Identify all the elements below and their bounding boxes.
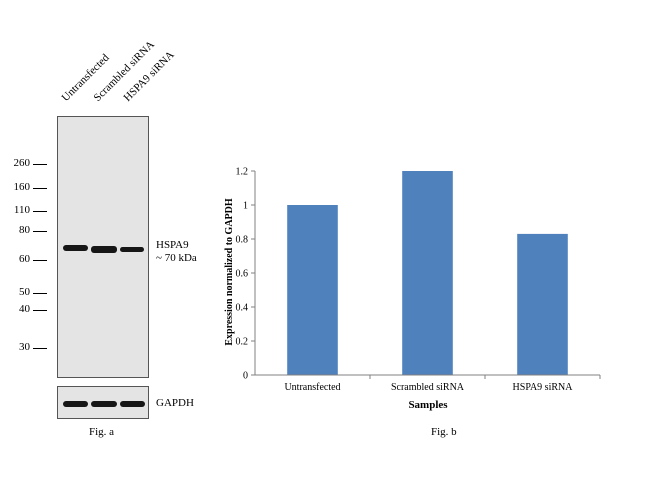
mw-tick-40 [33,310,47,311]
hspa9-band-scrambled-sirna [91,246,117,253]
mw-tick-110 [33,211,47,212]
mw-marker-60: 60 [19,253,30,265]
y-tick-label: 0.6 [236,269,249,280]
gapdh-label: GAPDH [156,397,194,409]
x-tick-label: Scrambled siRNA [391,382,465,393]
band-label-70kda: ~ 70 kDa [156,252,197,264]
mw-marker-40: 40 [19,303,30,315]
gapdh-band-untransfected [63,401,88,407]
mw-marker-110: 110 [13,204,30,216]
y-tick-label: 1 [243,201,248,212]
bar-2 [517,233,568,375]
band-label-hspa9: HSPA9 [156,239,189,251]
y-tick-label: 0 [243,371,248,382]
gapdh-band-scrambled-sirna [91,401,117,407]
hspa9-band-hspa9-sirna [120,247,144,252]
fig-b-caption: Fig. b [431,426,457,438]
gapdh-band-hspa9-sirna [120,401,145,407]
mw-tick-30 [33,348,47,349]
y-tick-label: 0.8 [236,235,249,246]
y-tick-label: 0.2 [236,337,249,348]
mw-marker-50: 50 [19,286,30,298]
x-tick-label: HSPA9 siRNA [513,382,574,393]
mw-tick-50 [33,293,47,294]
y-tick-label: 1.2 [236,167,249,178]
mw-tick-80 [33,231,47,232]
mw-marker-160: 160 [13,181,31,193]
fig-a-caption: Fig. a [89,426,115,438]
mw-marker-30: 30 [19,341,30,353]
mw-marker-260: 260 [13,157,31,169]
gapdh-blot [57,386,149,419]
mw-tick-260 [33,164,47,165]
y-tick-label: 0.4 [236,303,249,314]
bar-0 [287,205,338,375]
y-axis-label: Expression normalized to GAPDH [224,198,235,346]
hspa9-blot [57,116,149,378]
mw-marker-80: 80 [19,224,30,236]
hspa9-band-untransfected [63,245,88,251]
mw-tick-60 [33,260,47,261]
mw-tick-160 [33,188,47,189]
x-tick-label: Untransfected [284,382,340,393]
x-axis-label: Samples [408,399,448,411]
bar-1 [402,171,453,375]
